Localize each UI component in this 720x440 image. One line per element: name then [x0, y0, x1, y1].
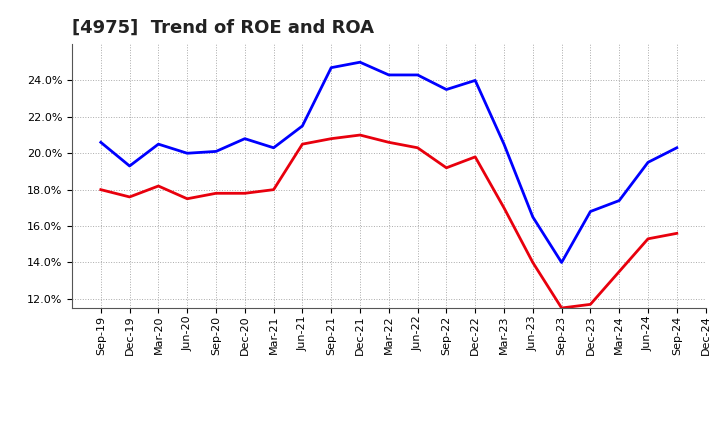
- ROA: [327, 65, 336, 70]
- ROE: [212, 191, 220, 196]
- ROE: [298, 142, 307, 147]
- ROE: [471, 154, 480, 160]
- ROA: [471, 78, 480, 83]
- Line: ROA: ROA: [101, 62, 677, 263]
- ROA: [384, 72, 393, 77]
- ROA: [240, 136, 249, 141]
- ROE: [240, 191, 249, 196]
- ROE: [183, 196, 192, 202]
- ROE: [413, 145, 422, 150]
- ROE: [586, 302, 595, 307]
- ROE: [384, 139, 393, 145]
- ROA: [356, 59, 364, 65]
- ROE: [615, 269, 624, 274]
- ROA: [413, 72, 422, 77]
- Text: [4975]  Trend of ROE and ROA: [4975] Trend of ROE and ROA: [72, 19, 374, 37]
- ROA: [212, 149, 220, 154]
- ROE: [125, 194, 134, 200]
- ROA: [672, 145, 681, 150]
- ROA: [298, 123, 307, 128]
- ROE: [557, 305, 566, 311]
- ROE: [500, 205, 508, 210]
- ROE: [154, 183, 163, 189]
- ROA: [528, 214, 537, 220]
- ROA: [96, 139, 105, 145]
- ROA: [442, 87, 451, 92]
- ROA: [644, 160, 652, 165]
- ROA: [183, 150, 192, 156]
- ROA: [615, 198, 624, 203]
- ROA: [125, 163, 134, 169]
- ROE: [327, 136, 336, 141]
- Line: ROE: ROE: [101, 135, 677, 308]
- ROE: [672, 231, 681, 236]
- ROE: [96, 187, 105, 192]
- ROE: [442, 165, 451, 170]
- ROE: [528, 260, 537, 265]
- ROE: [269, 187, 278, 192]
- ROA: [154, 142, 163, 147]
- ROA: [586, 209, 595, 214]
- ROE: [356, 132, 364, 138]
- ROA: [500, 142, 508, 147]
- ROA: [557, 260, 566, 265]
- ROA: [269, 145, 278, 150]
- ROE: [644, 236, 652, 242]
